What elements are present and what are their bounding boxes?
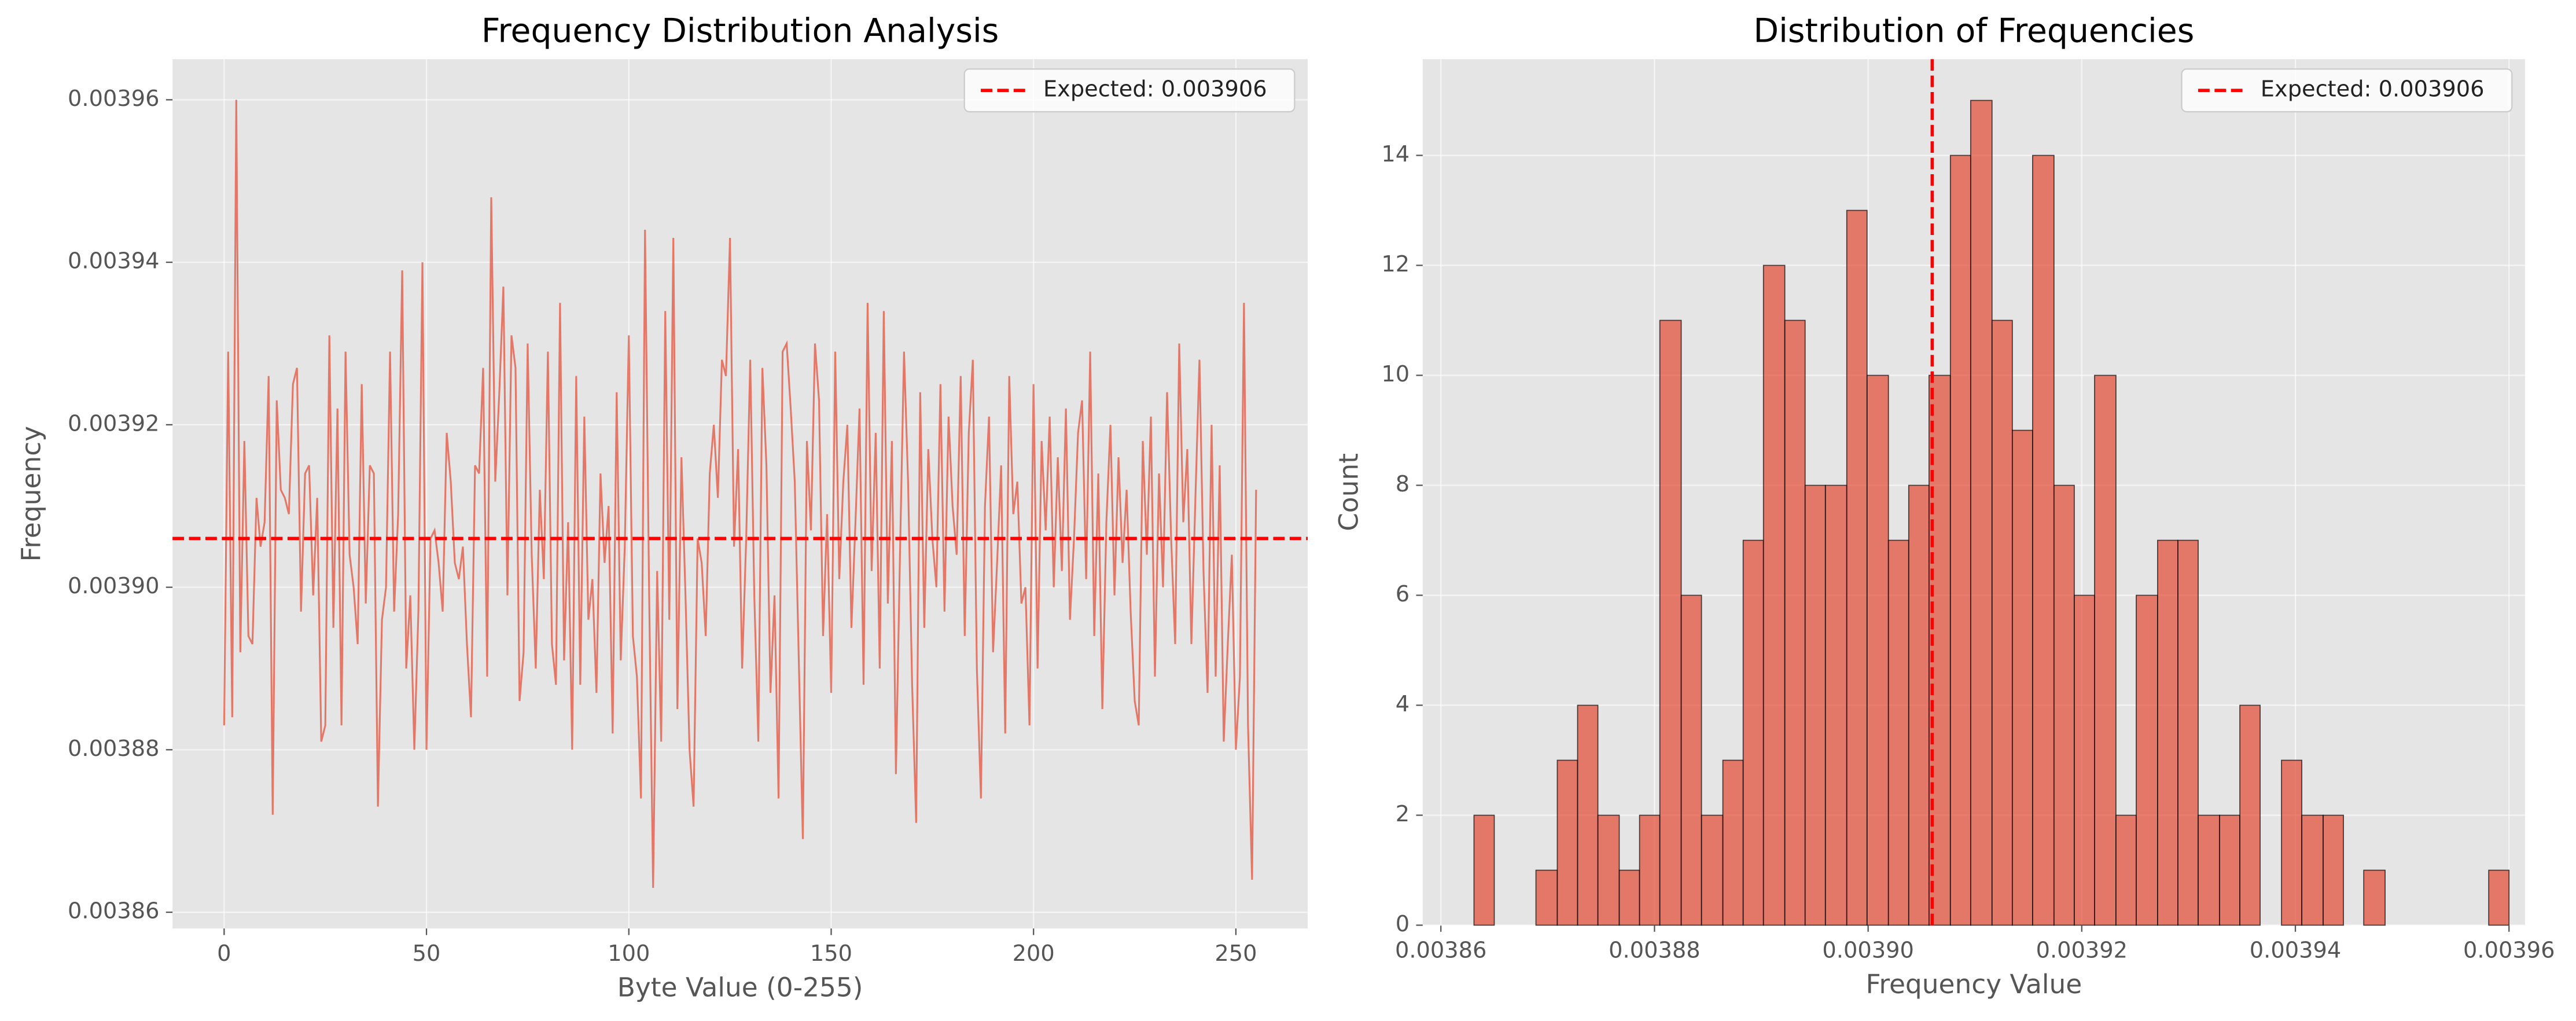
histogram-bar — [2323, 814, 2344, 926]
chart-title: Distribution of Frequencies — [1753, 12, 2194, 50]
x-tick-label: 150 — [810, 941, 852, 967]
y-tick-label: 12 — [1381, 251, 1410, 277]
y-tick-label: 0.00386 — [68, 898, 159, 924]
x-tick-label: 200 — [1013, 941, 1055, 967]
x-tick-label: 0 — [217, 941, 231, 967]
histogram-bar — [1618, 869, 1640, 926]
histogram-bar — [1866, 374, 1889, 926]
x-axis-label: Frequency Value — [1866, 969, 2082, 1000]
histogram-bar — [1824, 484, 1848, 926]
histogram-bar — [1556, 759, 1578, 926]
histogram-bar — [1949, 155, 1971, 926]
x-tick-label: 0.00388 — [1609, 937, 1700, 963]
histogram-bar — [2198, 814, 2220, 926]
x-tick-label: 0.00386 — [1395, 937, 1486, 963]
legend-box — [963, 68, 1296, 113]
histogram-bar — [1887, 539, 1909, 926]
histogram-bar — [1701, 814, 1724, 926]
chart-title: Frequency Distribution Analysis — [481, 12, 999, 50]
y-tick-label: 8 — [1396, 471, 1410, 497]
histogram-bar — [2281, 759, 2302, 926]
x-tick-label: 0.00390 — [1822, 937, 1913, 963]
y-tick-label: 0.00392 — [68, 410, 159, 436]
histogram-bar — [2115, 814, 2137, 926]
histogram-bar — [1535, 869, 1558, 926]
histogram-bar — [2301, 814, 2324, 926]
histogram-bar — [1762, 265, 1786, 926]
histogram-bar — [2011, 429, 2033, 926]
x-tick-label: 100 — [608, 941, 650, 967]
y-tick-label: 4 — [1396, 691, 1410, 717]
histogram-bar — [1639, 814, 1661, 926]
histogram-bar — [1846, 210, 1868, 926]
histogram-bar — [1804, 484, 1826, 926]
histogram-bar — [1970, 100, 1993, 926]
histogram-bar — [2136, 594, 2158, 926]
histogram-bar — [2032, 155, 2055, 926]
histogram-bar — [2094, 374, 2117, 926]
y-tick-label: 0 — [1396, 911, 1410, 937]
histogram-bar — [2363, 869, 2386, 926]
x-tick-label: 50 — [413, 941, 441, 967]
histogram-bar — [1742, 539, 1764, 926]
histogram-bar — [2219, 814, 2240, 926]
plot-background — [172, 59, 1308, 929]
legend-box — [2181, 68, 2513, 113]
data-line — [223, 100, 1257, 888]
subplot: Frequency Distribution Analysis Byte Valu… — [16, 12, 1308, 1003]
histogram-bar — [1659, 319, 1682, 926]
y-tick-label: 6 — [1396, 581, 1410, 607]
histogram-bar — [2177, 539, 2199, 926]
legend-label: Expected: 0.003906 — [2261, 76, 2485, 102]
subplot: Distribution of Frequencies Frequency Val… — [1333, 12, 2555, 1000]
y-tick-label: 0.00396 — [68, 86, 159, 112]
legend: Expected: 0.003906 — [963, 68, 1296, 113]
x-axis-label: Byte Value (0-255) — [617, 972, 863, 1003]
histogram-bar — [1908, 484, 1930, 926]
y-tick-label: 2 — [1396, 801, 1410, 827]
histogram-bar — [1597, 814, 1620, 926]
histogram-bar — [1680, 594, 1702, 926]
histogram-bar — [2074, 594, 2095, 926]
y-axis-label: Count — [1333, 453, 1364, 531]
x-tick-label: 0.00396 — [2463, 937, 2555, 963]
histogram-bar — [1473, 814, 1495, 926]
legend-label: Expected: 0.003906 — [1043, 76, 1267, 102]
x-tick-label: 0.00394 — [2250, 937, 2341, 963]
histogram-bar — [1722, 759, 1744, 926]
histogram-bar — [1991, 319, 2013, 926]
y-tick-label: 14 — [1381, 141, 1410, 167]
histogram-bar — [1784, 319, 1806, 926]
histogram-bar — [1577, 704, 1599, 926]
histogram-bar — [2488, 869, 2510, 926]
histogram-bar — [2157, 539, 2178, 926]
histogram-bar — [2053, 484, 2075, 926]
y-tick-label: 0.00390 — [68, 573, 159, 599]
y-tick-label: 10 — [1381, 361, 1410, 387]
histogram-bar — [2239, 704, 2261, 926]
y-tick-label: 0.00394 — [68, 248, 159, 274]
y-axis-label: Frequency — [16, 426, 46, 562]
x-tick-label: 0.00392 — [2036, 937, 2128, 963]
y-tick-label: 0.00388 — [68, 736, 159, 762]
x-tick-label: 250 — [1215, 941, 1257, 967]
legend: Expected: 0.003906 — [2181, 68, 2513, 113]
